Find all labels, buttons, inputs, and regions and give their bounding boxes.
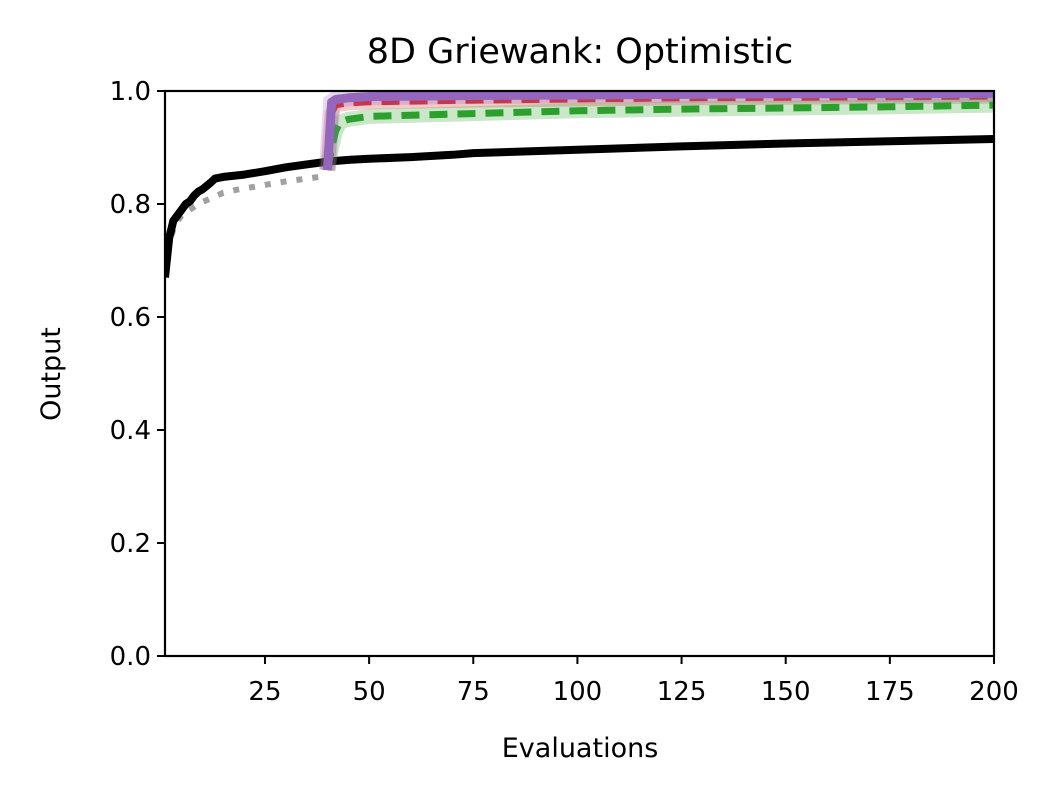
plot-area <box>165 91 994 278</box>
series-line-0 <box>165 172 328 267</box>
x-tick-label: 75 <box>457 677 490 707</box>
series-line-4 <box>323 91 994 171</box>
x-tick-label: 25 <box>248 677 281 707</box>
axes-frame <box>163 89 996 658</box>
chart-title: 8D Griewank: Optimistic <box>367 32 794 72</box>
y-tick-label: 0.0 <box>110 642 151 672</box>
x-tick-label: 150 <box>761 677 811 707</box>
x-tick-label: 100 <box>553 677 603 707</box>
y-tick-label: 1.0 <box>110 77 151 107</box>
x-axis: 25 50 75 100 125 150 175 200 <box>248 656 1019 707</box>
x-tick-label: 175 <box>865 677 915 707</box>
x-tick-label: 200 <box>969 677 1019 707</box>
y-tick-label: 0.8 <box>110 190 151 220</box>
x-axis-label: Evaluations <box>502 733 659 764</box>
y-axis: 0.0 0.2 0.4 0.6 0.8 1.0 <box>110 77 165 672</box>
x-tick-label: 125 <box>657 677 707 707</box>
y-tick-label: 0.4 <box>110 416 151 446</box>
y-tick-label: 0.2 <box>110 529 151 559</box>
series-line-1 <box>165 135 994 278</box>
x-tick-label: 50 <box>353 677 386 707</box>
y-tick-label: 0.6 <box>110 303 151 333</box>
y-axis-label: Output <box>36 327 67 421</box>
series-line-3 <box>324 101 994 171</box>
